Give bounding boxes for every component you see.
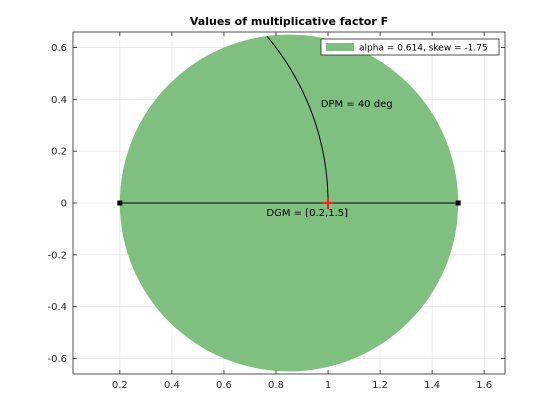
y-tick-label: -0.2 xyxy=(47,250,67,261)
legend-swatch xyxy=(326,43,354,51)
dpm-arc xyxy=(266,36,329,204)
dgm-endpoint xyxy=(117,200,123,206)
y-tick-label: 0.6 xyxy=(51,43,67,54)
x-tick-label: 0.6 xyxy=(216,380,232,391)
y-tick-label: 0.4 xyxy=(51,95,67,106)
dgm-endpoint xyxy=(455,200,461,206)
legend-box xyxy=(320,38,500,56)
annotation-label: DGM = [0.2,1.5] xyxy=(266,208,348,219)
x-tick-label: 1.6 xyxy=(476,380,492,391)
ticks: 0.2 0.4 0.6 0.8 1 1.2 1.4 1.6 0.6 0.4 0.2 0 -0.2 -0.4… xyxy=(47,32,505,391)
x-tick-label: 1.4 xyxy=(424,380,440,391)
y-tick-label: -0.4 xyxy=(47,302,67,313)
annotation-label: DPM = 40 deg xyxy=(321,99,393,110)
y-tick-label: 0.2 xyxy=(51,147,67,158)
legend: alpha = 0.614, skew = -1.75 xyxy=(320,38,500,56)
annotations: DPM = 40 deg DGM = [0.2,1.5] xyxy=(266,99,392,219)
chart-title: Values of multiplicative factor F xyxy=(190,15,388,28)
y-tick-label: -0.6 xyxy=(47,354,67,365)
x-tick-label: 0.4 xyxy=(164,380,180,391)
y-tick-label: 0 xyxy=(61,199,67,210)
x-tick-label: 0.2 xyxy=(112,380,128,391)
x-tick-label: 0.8 xyxy=(268,380,284,391)
data-layer xyxy=(117,34,461,372)
legend-label: alpha = 0.614, skew = -1.75 xyxy=(359,44,488,54)
x-tick-label: 1.2 xyxy=(372,380,388,391)
x-tick-label: 1 xyxy=(325,380,331,391)
